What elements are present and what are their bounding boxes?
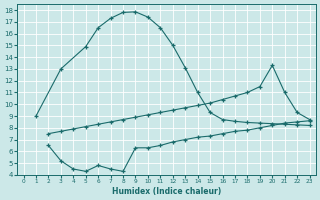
X-axis label: Humidex (Indice chaleur): Humidex (Indice chaleur) xyxy=(112,187,221,196)
